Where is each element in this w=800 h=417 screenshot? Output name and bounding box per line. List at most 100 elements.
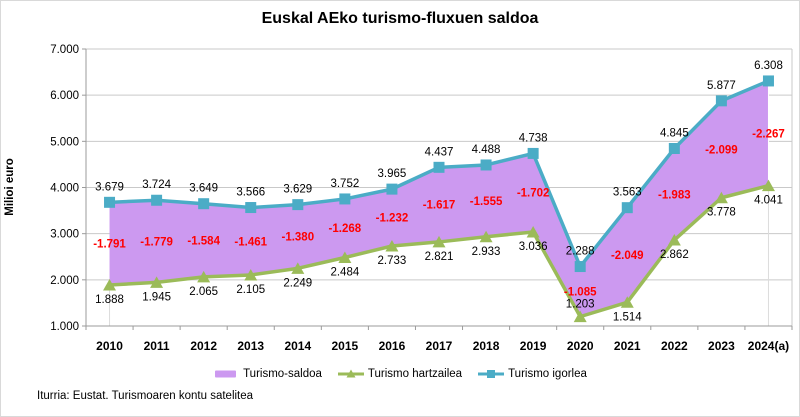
igorlea-data-label: 4.845	[660, 127, 689, 139]
x-tick-label: 2020	[567, 339, 594, 353]
igorlea-marker	[386, 183, 398, 195]
igorlea-marker	[480, 159, 492, 171]
igorlea-data-label: 3.649	[189, 183, 218, 195]
hartzailea-marker	[714, 191, 728, 204]
saldoa-data-label: -1.085	[564, 287, 597, 299]
hartzailea-data-label: 2.065	[189, 286, 218, 298]
saldoa-data-label: -1.702	[517, 188, 550, 200]
x-tick-label: 2024(a)	[748, 339, 789, 353]
saldoa-data-label: -1.791	[93, 239, 126, 251]
hartzailea-data-label: 2.105	[236, 284, 265, 296]
igorlea-data-label: 3.752	[330, 178, 359, 190]
legend-label: Turismo hartzailea	[367, 368, 463, 380]
igorlea-marker	[527, 147, 539, 159]
line-triangle-glyph	[337, 369, 364, 378]
saldoa-data-label: -1.584	[187, 235, 220, 247]
saldoa-data-label: -1.380	[281, 231, 314, 243]
hartzailea-marker	[385, 239, 399, 252]
hartzailea-marker	[573, 310, 587, 323]
saldoa-data-label: -1.232	[376, 213, 409, 225]
hartzailea-data-label: 2.733	[378, 255, 407, 267]
hartzailea-data-label: 2.484	[330, 266, 359, 278]
area-swatch-icon	[213, 368, 239, 380]
igorlea-data-label: 4.738	[519, 132, 548, 144]
hartzailea-marker	[150, 276, 164, 288]
hartzailea-marker	[338, 251, 352, 263]
hartzailea-marker	[291, 262, 305, 274]
hartzailea-data-label: 2.821	[425, 251, 454, 263]
hartzailea-marker	[479, 230, 493, 243]
hartzailea-data-label: 1.203	[566, 299, 595, 311]
hartzailea-marker	[620, 296, 634, 308]
igorlea-marker	[151, 194, 163, 206]
igorlea-marker	[339, 193, 351, 205]
igorlea-marker	[292, 199, 304, 211]
x-tick-label: 2023	[708, 339, 735, 353]
igorlea-marker	[715, 95, 727, 107]
hartzailea-marker	[432, 235, 446, 248]
igorlea-data-label: 3.563	[613, 187, 642, 199]
x-tick-label: 2018	[473, 339, 500, 353]
saldoa-data-label: -2.099	[705, 144, 738, 156]
x-tick-label: 2013	[237, 339, 264, 353]
igorlea-data-label: 3.629	[283, 184, 312, 196]
x-tick-label: 2011	[144, 339, 170, 353]
y-tick-label: 4.000	[50, 183, 79, 195]
saldoa-area	[109, 80, 769, 317]
y-tick-label: 7.000	[50, 44, 79, 56]
igorlea-data-label: 6.308	[754, 60, 783, 72]
hartzailea-marker	[667, 234, 681, 246]
hartzailea-data-label: 1.945	[142, 291, 171, 303]
igorlea-data-label: 2.288	[566, 246, 595, 258]
hartzailea-marker	[761, 179, 775, 192]
hartzailea-marker	[526, 226, 540, 238]
legend-item-igorlea: Turismo igorlea	[478, 368, 587, 380]
hartzailea-data-label: 3.036	[519, 241, 548, 253]
hartzailea-marker	[103, 279, 117, 291]
x-tick-label: 2017	[426, 339, 453, 353]
igorlea-data-label: 4.488	[472, 144, 501, 156]
legend-label: Turismo-saldoa	[243, 368, 322, 380]
igorlea-data-label: 3.724	[142, 179, 171, 191]
legend-item-hartzailea: Turismo hartzailea	[337, 368, 463, 380]
hartzailea-data-label: 3.778	[707, 207, 736, 219]
igorlea-data-label: 3.566	[236, 187, 265, 199]
line-triangle-swatch-icon	[337, 368, 364, 380]
igorlea-marker	[668, 142, 680, 154]
igorlea-marker	[574, 261, 586, 273]
saldoa-data-label: -2.049	[611, 250, 644, 262]
x-tick-label: 2014	[284, 339, 311, 353]
legend-label: Turismo igorlea	[508, 368, 587, 380]
igorlea-marker	[245, 202, 257, 214]
area-glyph	[215, 370, 237, 378]
x-tick-label: 2016	[379, 339, 406, 353]
igorlea-marker	[104, 196, 116, 208]
x-tick-label: 2010	[96, 339, 123, 353]
source-note: Iturria: Eustat. Turismoaren kontu satel…	[37, 390, 254, 402]
hartzailea-data-label: 2.249	[283, 277, 312, 289]
igorlea-data-label: 5.877	[707, 80, 736, 92]
saldoa-data-label: -1.983	[658, 189, 691, 201]
hartzailea-data-label: 2.862	[660, 249, 689, 261]
hartzailea-data-label: 2.933	[472, 246, 501, 258]
saldoa-data-label: -1.268	[329, 223, 362, 235]
hartzailea-data-label: 1.888	[95, 294, 124, 306]
hartzailea-marker	[197, 270, 211, 283]
legend-item-saldoa: Turismo-saldoa	[213, 368, 322, 380]
igorlea-marker	[433, 161, 445, 173]
hartzailea-data-label: 4.041	[754, 195, 783, 207]
chart-title: Euskal AEko turismo-fluxuen saldoa	[261, 10, 539, 27]
igorlea-data-label: 3.965	[378, 168, 407, 180]
hartzailea-marker	[244, 268, 258, 281]
saldoa-data-label: -1.617	[423, 200, 456, 212]
x-tick-label: 2019	[520, 339, 547, 353]
x-tick-label: 2012	[190, 339, 217, 353]
y-tick-label: 3.000	[50, 229, 79, 241]
igorlea-marker	[621, 202, 633, 214]
y-tick-label: 2.000	[50, 275, 79, 287]
saldoa-data-label: -2.267	[752, 128, 785, 140]
igorlea-marker	[198, 198, 210, 210]
line-square-glyph	[478, 370, 505, 378]
